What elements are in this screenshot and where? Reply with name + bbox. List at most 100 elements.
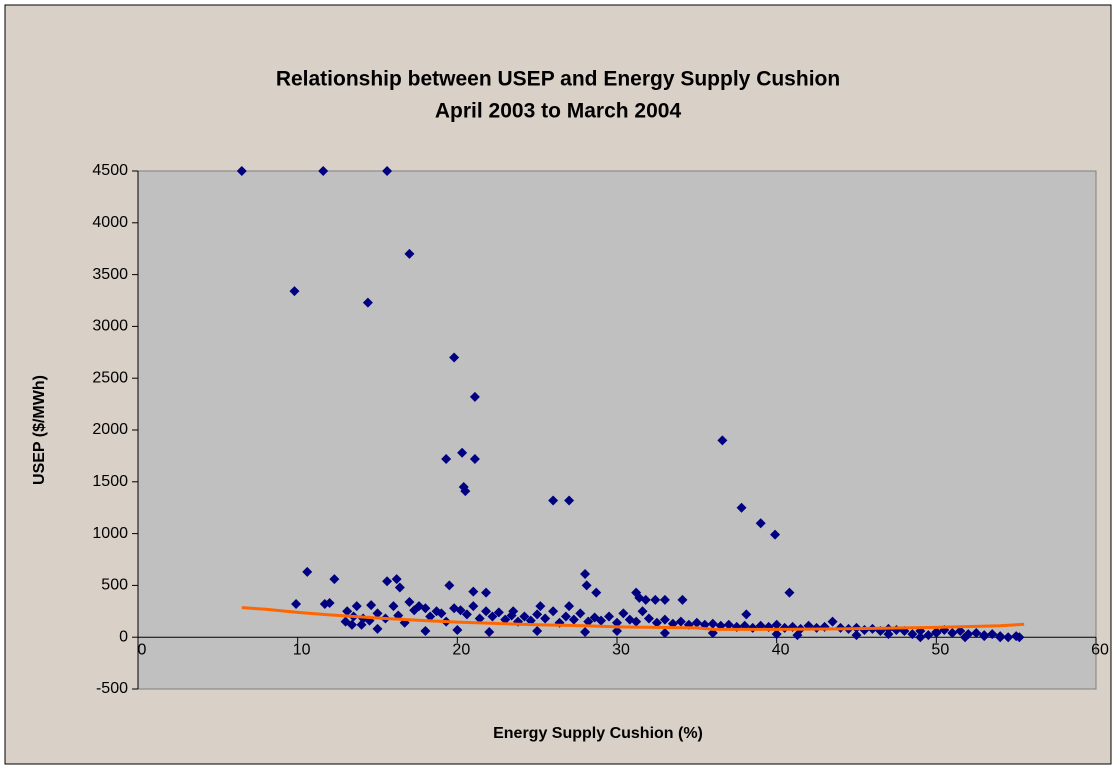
point [691, 617, 702, 628]
point [469, 391, 480, 402]
point [382, 166, 393, 176]
point [659, 594, 670, 605]
point [444, 580, 455, 591]
point [356, 619, 367, 630]
point [474, 613, 485, 624]
x-axis-title: Energy Supply Cushion (%) [493, 725, 703, 742]
point [971, 628, 982, 639]
point [425, 611, 436, 622]
point [677, 594, 688, 605]
point [631, 616, 642, 627]
point [319, 599, 330, 610]
point [404, 596, 415, 607]
point [915, 632, 926, 643]
point [931, 627, 942, 638]
point [532, 609, 543, 620]
y-tick-label: 2000 [92, 421, 128, 438]
point [883, 629, 894, 640]
point [394, 582, 405, 593]
point [580, 569, 591, 580]
point [955, 625, 966, 636]
point [484, 627, 495, 638]
point [388, 601, 399, 612]
point [596, 615, 607, 626]
x-tick-label: 0 [138, 641, 147, 658]
point [643, 613, 654, 624]
point [436, 608, 447, 619]
point [535, 601, 546, 612]
point [366, 600, 377, 611]
point [382, 576, 393, 587]
point [506, 610, 517, 621]
chart-title: Relationship between USEP and Energy Sup… [276, 68, 840, 91]
point [771, 629, 782, 640]
point [236, 166, 247, 176]
point [318, 166, 329, 176]
point [612, 617, 622, 628]
point [736, 502, 747, 513]
point [372, 608, 383, 619]
point [947, 628, 958, 639]
point [460, 486, 471, 497]
point [487, 611, 498, 622]
point [420, 603, 431, 614]
y-axis-title: USEP ($/MWh) [31, 375, 48, 485]
point [659, 628, 670, 639]
point [771, 619, 782, 630]
point [963, 629, 974, 640]
point [351, 601, 362, 612]
point [1003, 632, 1014, 643]
x-tick-label: 10 [293, 641, 311, 658]
point [618, 608, 629, 619]
point [987, 629, 998, 640]
point [741, 609, 752, 620]
point [580, 627, 591, 638]
point [481, 587, 492, 598]
x-tick-label: 30 [612, 641, 630, 658]
y-tick-label: 2500 [92, 369, 128, 386]
point [391, 574, 402, 585]
point [907, 629, 918, 640]
y-tick-label: 4500 [92, 162, 128, 179]
y-tick-label: 3500 [92, 266, 128, 283]
point [441, 454, 452, 465]
y-tick-label: 1500 [92, 473, 128, 490]
point [583, 616, 594, 627]
point [340, 616, 351, 627]
point [575, 608, 586, 619]
point [564, 495, 575, 506]
point [612, 625, 622, 636]
point [723, 619, 734, 630]
point [329, 574, 340, 585]
y-tick-label: 0 [119, 628, 128, 645]
point [637, 606, 648, 617]
point [659, 614, 670, 625]
point [675, 616, 686, 627]
point [564, 601, 575, 612]
point [770, 529, 781, 540]
point [827, 616, 838, 627]
point [784, 587, 795, 598]
point [493, 607, 504, 618]
point [468, 586, 479, 597]
y-tick-label: 4000 [92, 214, 128, 231]
point [519, 611, 530, 622]
x-tick-label: 40 [772, 641, 790, 658]
point [581, 580, 592, 591]
y-tick-label: 1000 [92, 525, 128, 542]
x-tick-label: 20 [452, 641, 470, 658]
point [461, 609, 472, 620]
point [923, 630, 934, 641]
point [548, 606, 559, 617]
y-tick-label: -500 [96, 680, 128, 697]
point [548, 495, 559, 506]
point [591, 587, 602, 598]
point [851, 630, 862, 641]
point [291, 599, 302, 610]
point [455, 605, 466, 616]
point [289, 286, 300, 297]
point [449, 352, 460, 363]
point [457, 447, 468, 458]
point [532, 625, 543, 636]
